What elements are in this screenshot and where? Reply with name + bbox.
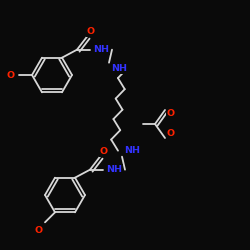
Text: NH: NH [124, 146, 140, 155]
Text: O: O [35, 226, 43, 235]
Text: O: O [87, 27, 95, 36]
Text: O: O [100, 147, 108, 156]
Text: O: O [7, 70, 15, 80]
Text: NH: NH [111, 64, 127, 73]
Text: O: O [167, 130, 175, 138]
Text: O: O [167, 110, 175, 118]
Text: NH: NH [93, 45, 109, 54]
Text: NH: NH [106, 165, 122, 174]
